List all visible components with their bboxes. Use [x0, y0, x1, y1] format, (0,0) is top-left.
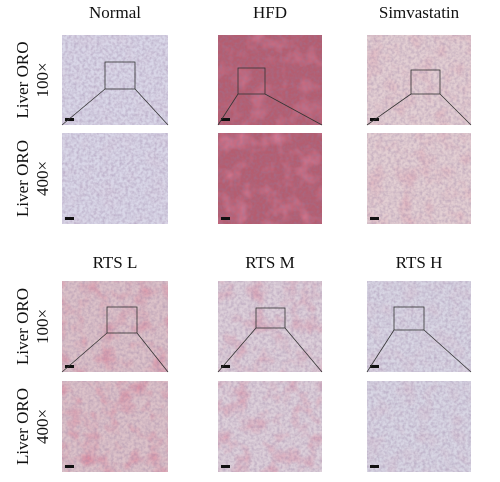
zoom-line	[61, 88, 106, 126]
texture	[62, 381, 168, 472]
zoom-box	[255, 307, 286, 329]
zoom-box	[106, 306, 138, 334]
row-label: Liver ORO	[13, 140, 32, 217]
row-label: Liver ORO	[13, 42, 32, 119]
zoom-box	[237, 67, 266, 95]
column-title: Normal	[89, 3, 141, 22]
zoom-line	[423, 329, 472, 373]
zoom-line	[136, 332, 169, 373]
zoom-line	[366, 329, 395, 373]
zoom-line	[134, 88, 169, 126]
magnification: 100×	[33, 62, 52, 97]
column-title: HFD	[253, 3, 287, 22]
zoom-line	[217, 327, 257, 373]
zoom-box	[393, 306, 425, 331]
texture	[218, 35, 322, 125]
scale-bar	[221, 217, 230, 220]
texture	[367, 133, 471, 224]
zoom-line	[366, 93, 412, 126]
scale-bar	[221, 118, 230, 121]
scale-bar	[370, 365, 379, 368]
scale-bar	[65, 365, 74, 368]
scale-bar	[65, 118, 74, 121]
scale-bar	[65, 217, 74, 220]
texture	[218, 281, 322, 372]
texture	[62, 133, 168, 224]
scale-bar	[370, 217, 379, 220]
column-title: RTS L	[93, 253, 138, 272]
row-label: Liver ORO	[13, 288, 32, 365]
column-title: RTS M	[245, 253, 295, 272]
texture	[218, 133, 322, 224]
scale-bar	[370, 465, 379, 468]
texture	[367, 35, 471, 125]
zoom-box	[104, 61, 136, 90]
zoom-line	[61, 332, 108, 373]
zoom-line	[284, 327, 323, 373]
column-title: Simvastatin	[379, 3, 460, 22]
zoom-line	[264, 93, 323, 126]
zoom-line	[439, 93, 472, 126]
row-label: Liver ORO	[13, 388, 32, 465]
texture	[218, 381, 322, 472]
scale-bar	[221, 365, 230, 368]
texture	[367, 381, 471, 472]
zoom-line	[217, 93, 239, 126]
magnification: 400×	[33, 409, 52, 444]
column-title: RTS H	[396, 253, 443, 272]
scale-bar	[65, 465, 74, 468]
zoom-box	[410, 69, 441, 95]
magnification: 100×	[33, 309, 52, 344]
magnification: 400×	[33, 161, 52, 196]
scale-bar	[221, 465, 230, 468]
